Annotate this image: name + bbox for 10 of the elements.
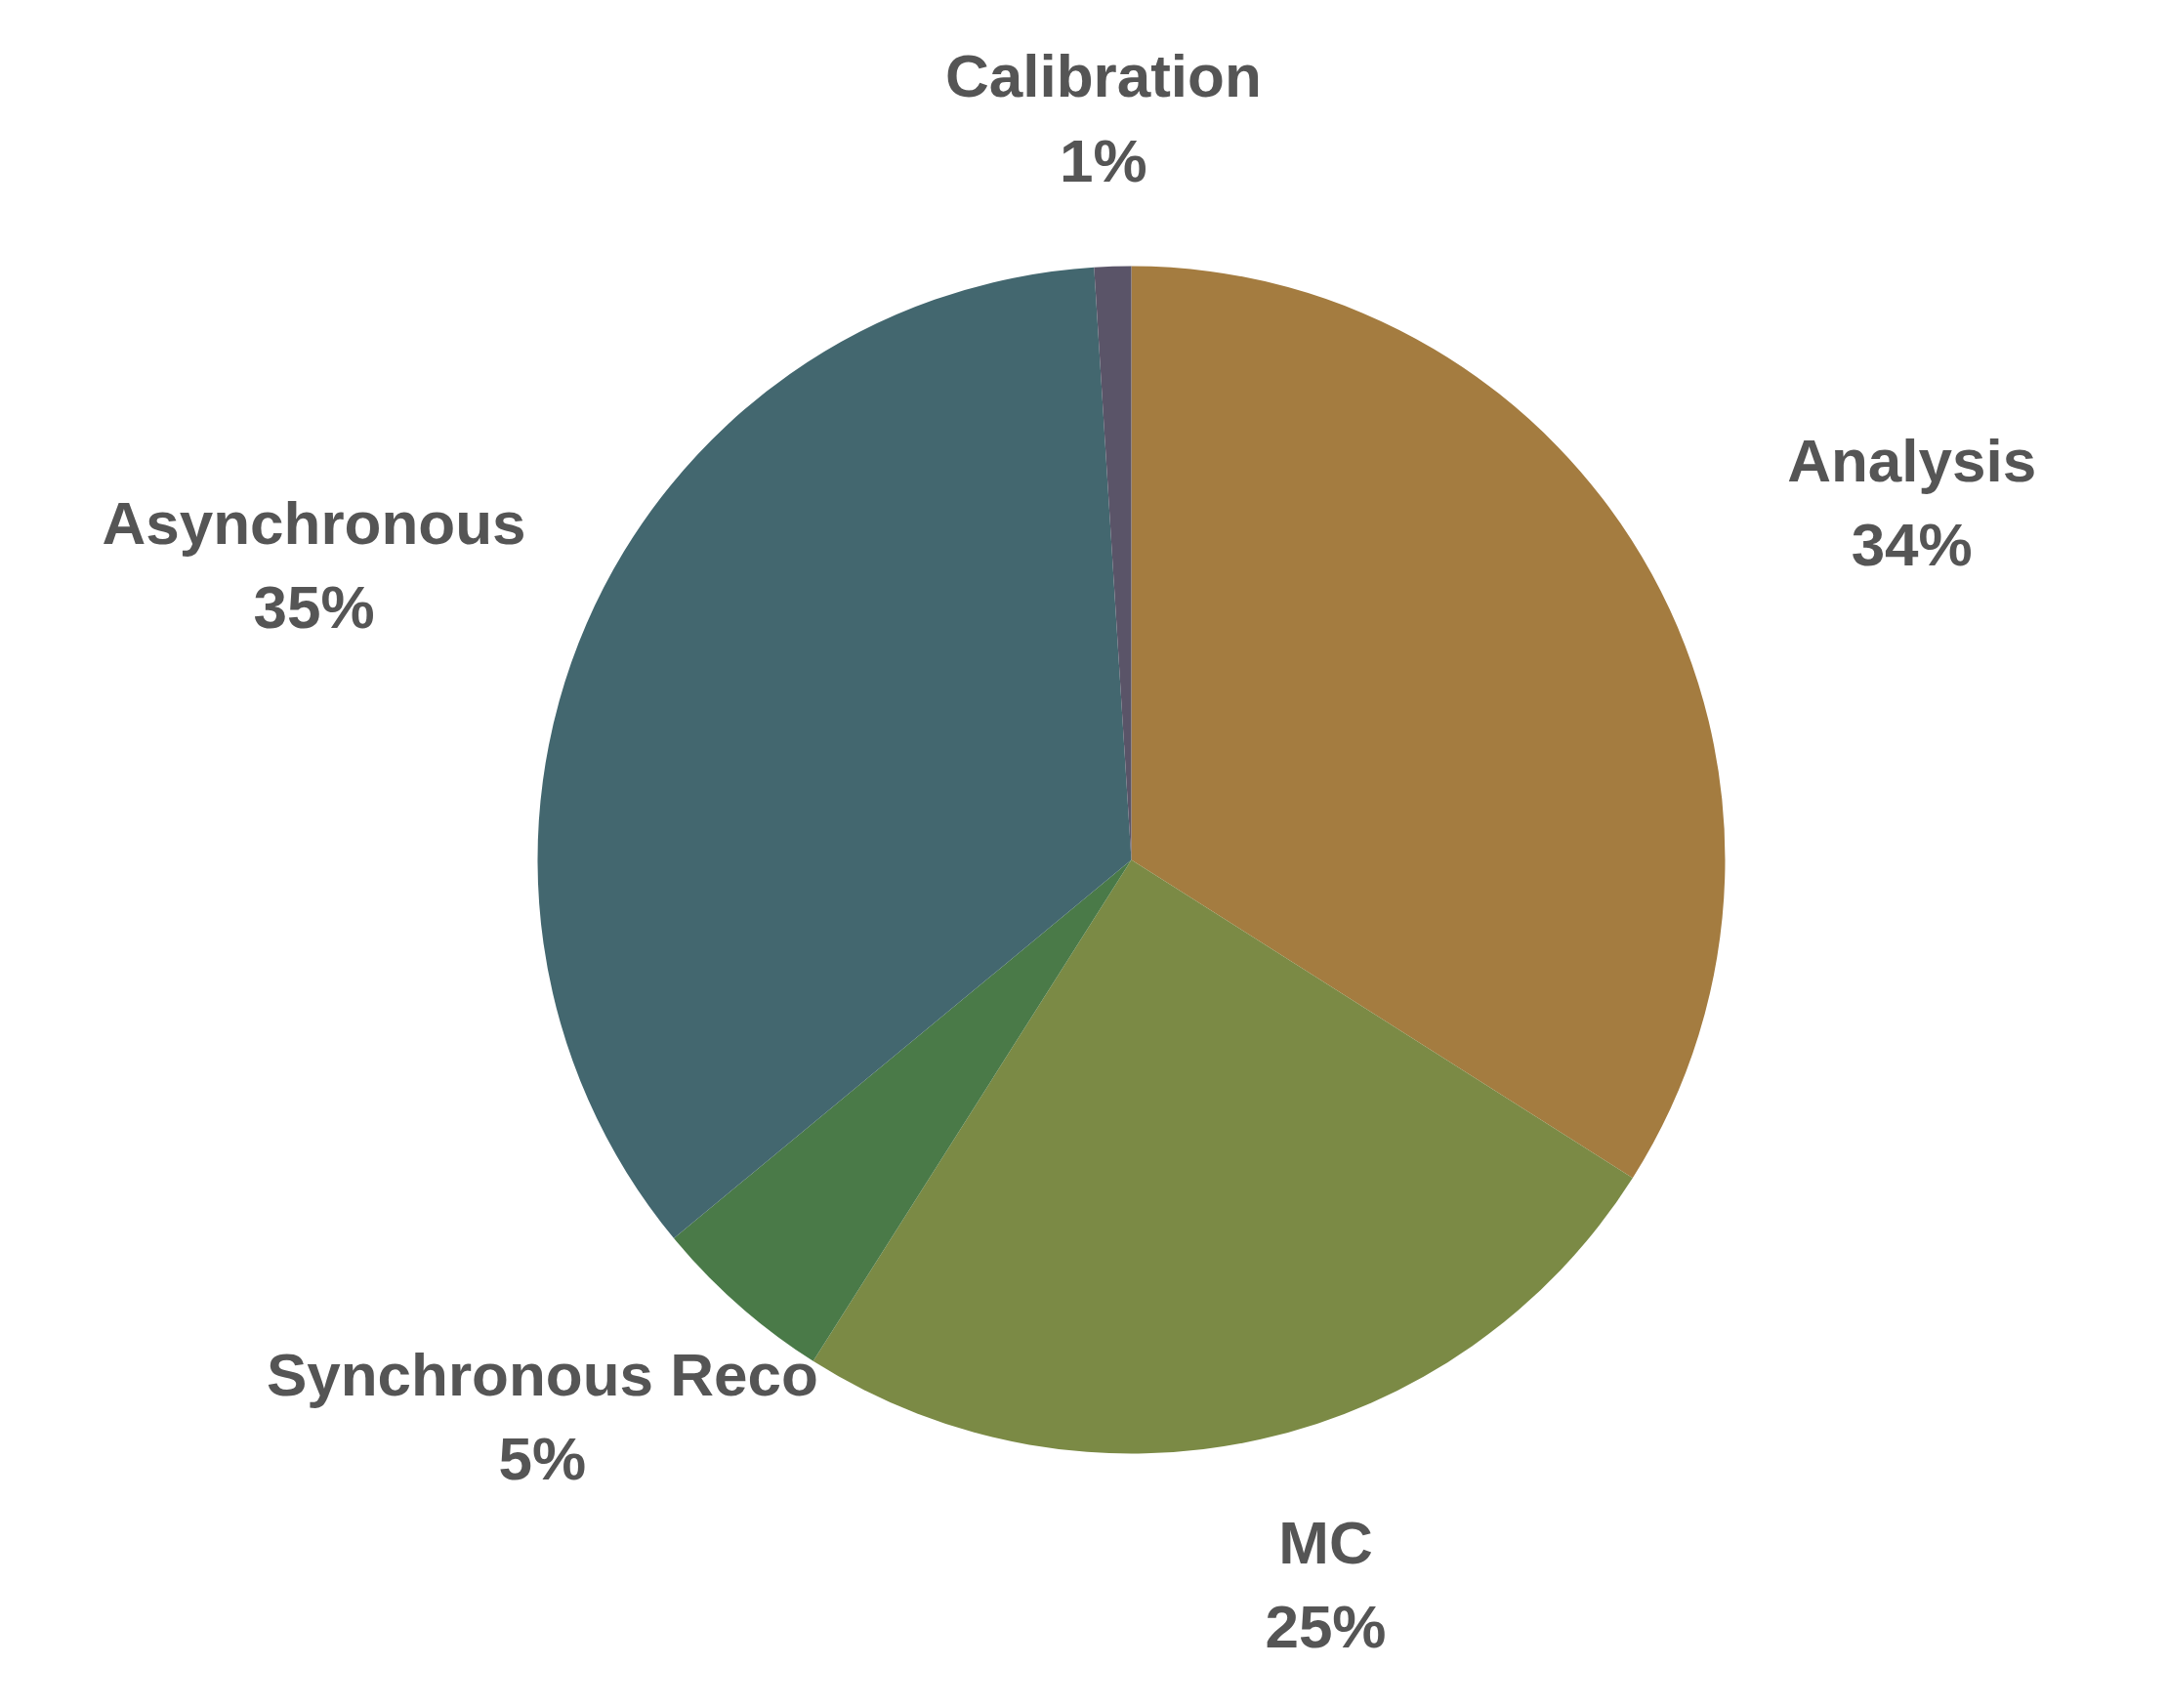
slice-label: MC	[1278, 1508, 1373, 1576]
slice-label: Analysis	[1787, 426, 2037, 494]
data-label: 35%	[253, 573, 375, 642]
data-label: 5%	[498, 1425, 587, 1493]
data-label: 1%	[1060, 126, 1147, 194]
slice-label: Asynchronous	[102, 489, 526, 558]
slice-label: Synchronous Reco	[266, 1340, 818, 1408]
data-label: 25%	[1265, 1592, 1387, 1660]
slice-label: Calibration	[944, 42, 1262, 110]
data-label: 34%	[1851, 510, 1973, 578]
